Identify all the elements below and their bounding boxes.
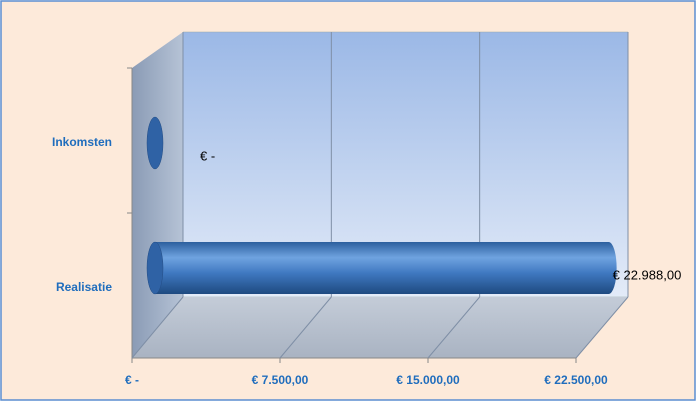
grid-line (131, 296, 184, 359)
y-tick-label: Inkomsten (52, 135, 112, 149)
x-tick-label: € - (125, 373, 139, 387)
y-tick-label: Realisatie (56, 280, 112, 294)
x-tick-label: € 15.000,00 (396, 373, 460, 387)
bar-part (146, 116, 164, 170)
bar-part (147, 242, 617, 294)
x-tick-label: € 22.500,00 (544, 373, 608, 387)
grid-line (575, 296, 629, 359)
grid-line (427, 296, 481, 359)
value-label: € - (200, 148, 215, 163)
grid-line (279, 296, 332, 359)
value-label: € 22.988,00 (613, 267, 682, 282)
bar (146, 241, 617, 295)
floor (132, 297, 628, 358)
bar-part (146, 241, 164, 295)
x-tick-label: € 7.500,00 (252, 373, 309, 387)
bar (146, 116, 164, 170)
